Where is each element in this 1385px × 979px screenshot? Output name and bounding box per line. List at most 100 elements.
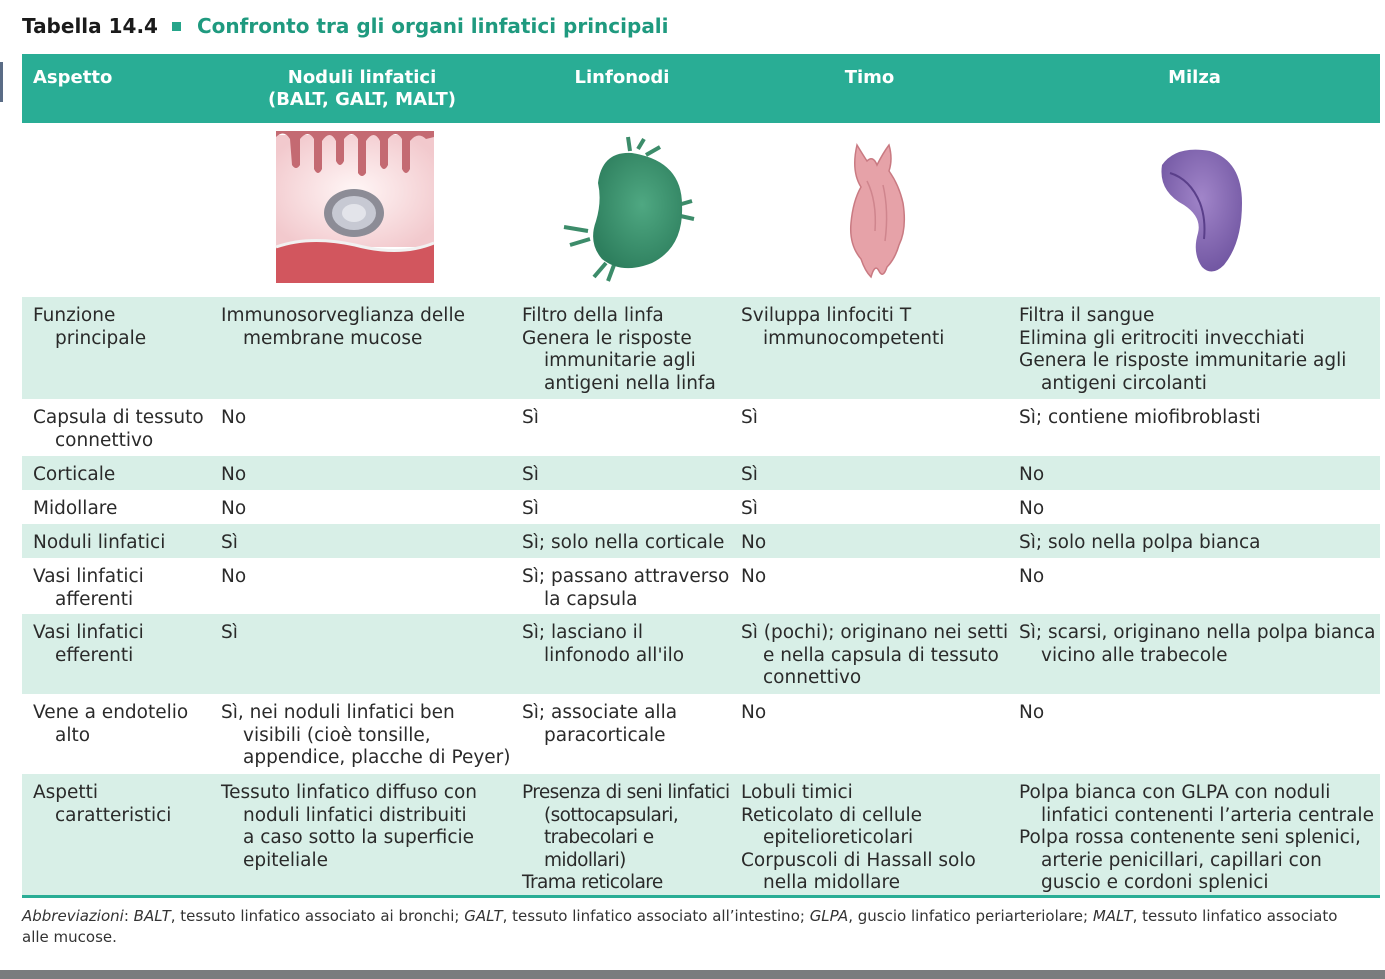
mucosal-nodule-illustration xyxy=(275,131,435,283)
spleen-illustration xyxy=(1161,149,1242,272)
cell-timo: Sì (pochi); originano nei setti e nella … xyxy=(741,622,1011,690)
cell-line: No xyxy=(741,566,767,587)
cell-line: alto xyxy=(55,724,91,746)
cell-linfonodi: Sì; passano attraverso la capsula xyxy=(522,566,732,611)
row-label: Vasi linfatici efferenti xyxy=(33,622,213,667)
cell-line: Capsula di tessuto xyxy=(33,407,204,428)
cell-line: midollari) xyxy=(544,849,626,871)
header-milza: Milza xyxy=(1017,67,1372,89)
cell-line: Sì xyxy=(741,464,758,485)
table-row: Vasi linfatici afferenti No Sì; passano … xyxy=(22,558,1380,614)
illustration-row xyxy=(22,123,1380,297)
cell-noduli: No xyxy=(221,498,511,521)
table-caption: Tabella 14.4 Confronto tra gli organi li… xyxy=(22,10,669,42)
cell-line: Sì; passano attraverso xyxy=(522,566,730,587)
table-row: Corticale No Sì Sì No xyxy=(22,456,1380,490)
cell-line: Sì (pochi); originano nei setti xyxy=(741,622,1009,643)
header-line: Noduli linfatici xyxy=(287,67,437,88)
cell-line: linfatici contenenti l’arteria centrale xyxy=(1041,804,1374,826)
cell-line: No xyxy=(221,498,247,519)
footnote-text: , guscio linfatico periarteriolare; xyxy=(848,907,1093,925)
cell-line: principale xyxy=(55,327,147,349)
cell-line: Sì xyxy=(522,407,539,428)
cell-line: afferenti xyxy=(55,588,134,610)
cell-line: Reticolato di cellule xyxy=(741,804,923,826)
row-label: Vasi linfatici afferenti xyxy=(33,566,213,611)
cell-line: Vene a endotelio xyxy=(33,702,189,723)
row-label: Noduli linfatici xyxy=(33,532,213,555)
cell-line: Sì xyxy=(522,498,539,519)
cell-milza: No xyxy=(1019,498,1374,521)
cell-line: antigeni nella linfa xyxy=(544,372,716,394)
table-row: Funzione principale Immunosorveglianza d… xyxy=(22,297,1380,399)
footnote-text: , tessuto linfatico associato all’intest… xyxy=(502,907,810,925)
cell-timo: Sì xyxy=(741,407,1011,430)
cell-line: No xyxy=(221,464,247,485)
cell-line: Vasi linfatici xyxy=(33,566,144,587)
cell-line: Genera le risposte xyxy=(522,327,692,349)
cell-line: visibili (cioè tonsille, xyxy=(243,724,431,746)
cell-noduli: Sì xyxy=(221,532,511,555)
cell-line: Filtro della linfa xyxy=(522,305,664,326)
cell-line: epitelioreticolari xyxy=(763,827,914,849)
cell-line: Midollare xyxy=(33,498,118,519)
table-header-row: Aspetto Noduli linfatici (BALT, GALT, MA… xyxy=(22,54,1380,123)
cell-linfonodi: Sì; associate alla paracorticale xyxy=(522,702,732,747)
cell-line: Sì; solo nella polpa bianca xyxy=(1019,532,1261,553)
cell-line: nella midollare xyxy=(763,872,901,894)
cell-line: Elimina gli eritrociti invecchiati xyxy=(1019,327,1305,349)
cell-linfonodi: Sì xyxy=(522,498,732,521)
cell-noduli: Tessuto linfatico diffuso con noduli lin… xyxy=(221,782,511,872)
cell-linfonodi: Sì xyxy=(522,407,732,430)
cell-line: Sì xyxy=(221,622,238,643)
header-line: Linfonodi xyxy=(574,67,670,88)
cell-line: connettivo xyxy=(763,667,862,689)
row-label: Capsula di tessuto connettivo xyxy=(33,407,213,452)
cell-milza: Sì; scarsi, originano nella polpa bianca… xyxy=(1019,622,1375,667)
header-line: Timo xyxy=(844,67,895,88)
cell-line: caratteristici xyxy=(55,804,172,826)
header-noduli-linfatici: Noduli linfatici (BALT, GALT, MALT) xyxy=(217,67,507,111)
header-line: Milza xyxy=(1168,67,1221,88)
cell-line: immunocompetenti xyxy=(763,327,945,349)
cell-line: linfonodo all'ilo xyxy=(544,644,685,666)
cell-line: noduli linfatici distribuiti xyxy=(243,804,467,826)
cell-line: Noduli linfatici xyxy=(33,532,166,553)
footnote-heading: Abbreviazioni xyxy=(22,907,124,925)
cell-line: Trama reticolare xyxy=(522,872,663,894)
cell-line: No xyxy=(1019,498,1045,519)
row-label: Funzione principale xyxy=(33,305,213,350)
footnote-abbr: GALT xyxy=(464,907,503,925)
cell-timo: No xyxy=(741,566,1011,589)
cell-line: Genera le risposte immunitarie agli xyxy=(1019,350,1347,372)
cell-noduli: No xyxy=(221,464,511,487)
cell-line: (sottocapsulari, xyxy=(544,804,679,826)
cell-linfonodi: Sì; lasciano il linfonodo all'ilo xyxy=(522,622,732,667)
table-row: Midollare No Sì Sì No xyxy=(22,490,1380,524)
table-row: Capsula di tessuto connettivo No Sì Sì S… xyxy=(22,399,1380,456)
cell-noduli: No xyxy=(221,566,511,589)
cell-line: Sì xyxy=(522,464,539,485)
cell-linfonodi: Filtro della linfa Genera le risposte im… xyxy=(522,305,732,395)
cell-line: Sì; solo nella corticale xyxy=(522,532,725,553)
footnote-abbr: BALT xyxy=(133,907,171,925)
cell-milza: No xyxy=(1019,464,1374,487)
cell-linfonodi: Presenza di seni linfatici (sottocapsula… xyxy=(522,782,732,895)
cell-timo: Lobuli timici Reticolato di cellule epit… xyxy=(741,782,1011,895)
cell-line: vicino alle trabecole xyxy=(1041,644,1228,666)
cell-line: appendice, placche di Peyer) xyxy=(243,747,511,769)
cell-line: Corticale xyxy=(33,464,116,485)
cell-linfonodi: Sì xyxy=(522,464,732,487)
page-edge xyxy=(0,62,3,102)
row-label: Vene a endotelio alto xyxy=(33,702,213,747)
cell-line: No xyxy=(741,532,767,553)
cell-line: membrane mucose xyxy=(243,327,423,349)
cell-line: epiteliale xyxy=(243,849,329,871)
cell-line: No xyxy=(1019,464,1045,485)
header-linfonodi: Linfonodi xyxy=(517,67,727,89)
cell-line: paracorticale xyxy=(544,724,666,746)
table-row: Vasi linfatici efferenti Sì Sì; lasciano… xyxy=(22,614,1380,694)
cell-line: Tessuto linfatico diffuso con xyxy=(221,782,478,803)
table-row: Aspetti caratteristici Tessuto linfatico… xyxy=(22,774,1380,895)
cell-line: Sì; lasciano il xyxy=(522,622,643,643)
